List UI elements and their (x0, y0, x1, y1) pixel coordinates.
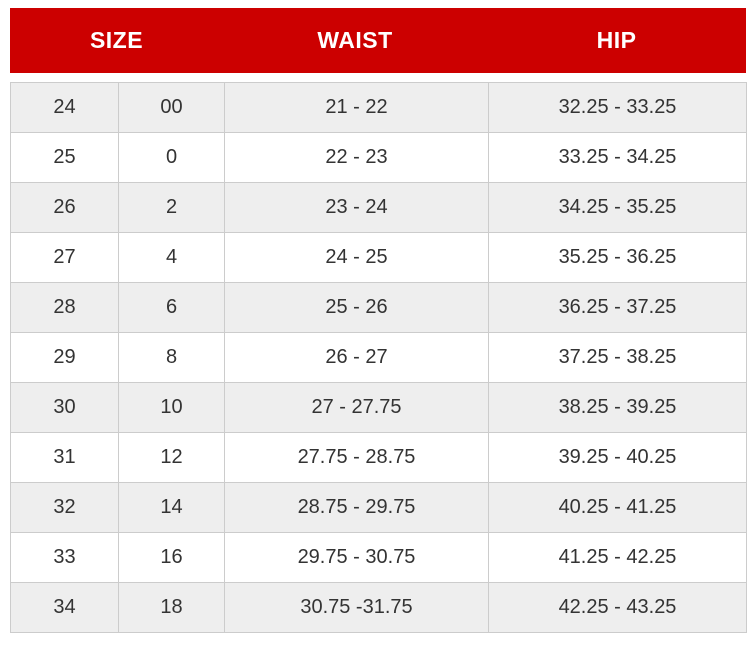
table-cell: 00 (118, 82, 225, 133)
table-cell: 23 - 24 (224, 182, 489, 233)
table-row: 27 4 24 - 25 35.25 - 36.25 (10, 232, 747, 283)
table-cell: 27 - 27.75 (224, 382, 489, 433)
table-row: 29 8 26 - 27 37.25 - 38.25 (10, 332, 747, 383)
table-cell: 28 (10, 282, 119, 333)
table-cell: 10 (118, 382, 225, 433)
table-cell: 0 (118, 132, 225, 183)
table-cell: 38.25 - 39.25 (488, 382, 747, 433)
table-header: SIZE WAIST HIP (10, 8, 746, 73)
table-cell: 16 (118, 532, 225, 583)
table-cell: 26 - 27 (224, 332, 489, 383)
table-row: 24 00 21 - 22 32.25 - 33.25 (10, 82, 747, 133)
table-cell: 8 (118, 332, 225, 383)
table-row: 25 0 22 - 23 33.25 - 34.25 (10, 132, 747, 183)
table-cell: 32 (10, 482, 119, 533)
table-cell: 40.25 - 41.25 (488, 482, 747, 533)
table-row: 33 16 29.75 - 30.75 41.25 - 42.25 (10, 532, 747, 583)
table-cell: 22 - 23 (224, 132, 489, 183)
table-cell: 27 (10, 232, 119, 283)
table-cell: 34 (10, 582, 119, 633)
table-cell: 31 (10, 432, 119, 483)
table-cell: 35.25 - 36.25 (488, 232, 747, 283)
table-cell: 29 (10, 332, 119, 383)
table-cell: 24 (10, 82, 119, 133)
table-cell: 18 (118, 582, 225, 633)
table-cell: 37.25 - 38.25 (488, 332, 747, 383)
table-row: 30 10 27 - 27.75 38.25 - 39.25 (10, 382, 747, 433)
header-cell-hip: HIP (596, 27, 637, 53)
table-cell: 36.25 - 37.25 (488, 282, 747, 333)
table-cell: 27.75 - 28.75 (224, 432, 489, 483)
table-row: 32 14 28.75 - 29.75 40.25 - 41.25 (10, 482, 747, 533)
table-cell: 32.25 - 33.25 (488, 82, 747, 133)
table-cell: 2 (118, 182, 225, 233)
table-cell: 28.75 - 29.75 (224, 482, 489, 533)
table-cell: 39.25 - 40.25 (488, 432, 747, 483)
header-cell-waist: WAIST (317, 27, 393, 53)
table-cell: 12 (118, 432, 225, 483)
table-cell: 14 (118, 482, 225, 533)
table-body: 24 00 21 - 22 32.25 - 33.25 25 0 22 - 23 33.25 … (10, 82, 747, 633)
size-chart: SIZE WAIST HIP 24 00 21 - 22 32.25 - 33.25 2… (10, 8, 747, 633)
table-row: 26 2 23 - 24 34.25 - 35.25 (10, 182, 747, 233)
table-cell: 6 (118, 282, 225, 333)
table-cell: 30.75 -31.75 (224, 582, 489, 633)
table-cell: 29.75 - 30.75 (224, 532, 489, 583)
table-cell: 41.25 - 42.25 (488, 532, 747, 583)
table-cell: 24 - 25 (224, 232, 489, 283)
table-cell: 33 (10, 532, 119, 583)
table-cell: 25 (10, 132, 119, 183)
header-cell-size: SIZE (89, 27, 144, 53)
size-chart-table: 24 00 21 - 22 32.25 - 33.25 25 0 22 - 23 33.25 … (10, 82, 747, 633)
table-cell: 25 - 26 (224, 282, 489, 333)
table-cell: 26 (10, 182, 119, 233)
table-cell: 30 (10, 382, 119, 433)
table-cell: 21 - 22 (224, 82, 489, 133)
table-row: 31 12 27.75 - 28.75 39.25 - 40.25 (10, 432, 747, 483)
table-cell: 33.25 - 34.25 (488, 132, 747, 183)
table-cell: 42.25 - 43.25 (488, 582, 747, 633)
table-row: 34 18 30.75 -31.75 42.25 - 43.25 (10, 582, 747, 633)
table-cell: 4 (118, 232, 225, 283)
table-row: 28 6 25 - 26 36.25 - 37.25 (10, 282, 747, 333)
table-cell: 34.25 - 35.25 (488, 182, 747, 233)
